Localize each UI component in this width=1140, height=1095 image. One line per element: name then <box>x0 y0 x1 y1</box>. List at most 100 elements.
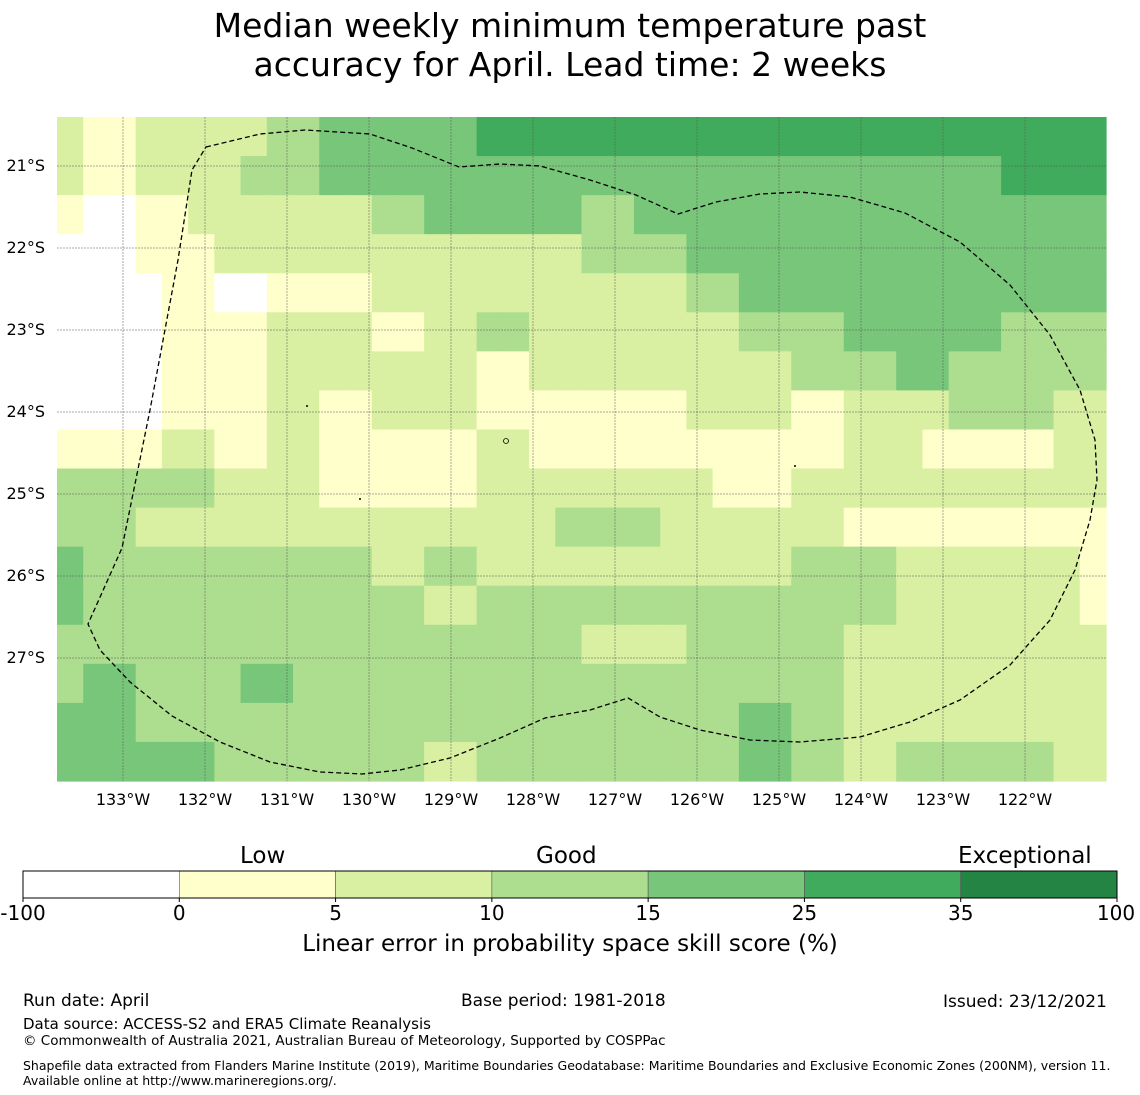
grid-cell <box>293 624 320 665</box>
grid-cell <box>345 390 373 431</box>
grid-cell <box>188 429 215 470</box>
grid-cell <box>817 702 845 743</box>
grid-cell <box>738 312 766 352</box>
grid-cell <box>633 429 661 470</box>
grid-cell <box>266 546 294 587</box>
colorbar-tick-label: 5 <box>329 901 342 925</box>
grid-cell <box>161 663 189 704</box>
grid-cell <box>686 234 714 274</box>
grid-cell <box>397 273 425 313</box>
grid-cell <box>397 390 425 431</box>
grid-cell <box>922 546 950 587</box>
grid-cell <box>817 585 845 626</box>
grid-cell <box>135 468 163 509</box>
grid-cell <box>319 312 347 352</box>
grid-cell <box>633 702 661 743</box>
grid-cell <box>214 507 242 548</box>
grid-cell <box>397 702 425 743</box>
grid-cell <box>555 702 583 743</box>
grid-cell <box>765 117 792 157</box>
grid-cell <box>974 117 1002 157</box>
grid-cell <box>450 585 478 626</box>
grid-cell <box>1079 273 1107 313</box>
grid-cell <box>607 351 635 392</box>
grid-cell <box>57 624 84 665</box>
grid-cell <box>1027 351 1055 392</box>
grid-cell <box>214 273 242 313</box>
grid-cell <box>83 156 111 196</box>
grid-cell <box>502 507 530 548</box>
grid-cell <box>57 273 84 313</box>
grid-cell <box>791 741 819 782</box>
grid-cell <box>476 507 504 548</box>
grid-cell <box>791 429 819 470</box>
grid-cell <box>57 546 84 587</box>
grid-cell <box>345 663 373 704</box>
grid-cell <box>83 741 111 782</box>
grid-cell <box>869 624 897 665</box>
grid-cell <box>240 507 268 548</box>
grid-cell <box>1053 195 1081 235</box>
grid-cell <box>397 585 425 626</box>
grid-cell <box>922 156 950 196</box>
grid-cell <box>948 117 976 157</box>
grid-cell <box>686 507 714 548</box>
grid-cell <box>266 624 294 665</box>
grid-cell <box>188 468 215 509</box>
grid-cell <box>791 585 819 626</box>
grid-cell <box>1079 546 1107 587</box>
grid-cell <box>135 624 163 665</box>
grid-cell <box>974 195 1002 235</box>
grid-cell <box>581 663 609 704</box>
grid-cell <box>555 663 583 704</box>
grid-cell <box>1027 546 1055 587</box>
grid-cell <box>214 663 242 704</box>
grid-cell <box>1027 273 1055 313</box>
grid-cell <box>869 234 897 274</box>
grid-cell <box>1027 234 1055 274</box>
colorbar-segment <box>647 870 805 899</box>
grid-cell <box>791 117 819 157</box>
grid-cell <box>266 507 294 548</box>
grid-cell <box>83 312 111 352</box>
grid-cell <box>57 741 84 782</box>
grid-cell <box>1001 273 1028 313</box>
grid-cell <box>424 546 451 587</box>
grid-cell <box>738 117 766 157</box>
grid-cell <box>896 195 924 235</box>
grid-cell <box>843 468 871 509</box>
grid-cell <box>397 429 425 470</box>
grid-cell <box>476 195 504 235</box>
grid-cell <box>686 390 714 431</box>
grid-cell <box>607 624 635 665</box>
grid-cell <box>1053 585 1081 626</box>
grid-cell <box>476 585 504 626</box>
grid-cell <box>948 390 976 431</box>
grid-cell <box>686 117 714 157</box>
grid-cell <box>633 546 661 587</box>
grid-cell <box>319 624 347 665</box>
longitude-label: 123°W <box>916 790 971 809</box>
grid-cell <box>581 507 609 548</box>
grid-cell <box>424 741 451 782</box>
latitude-label: 25°S <box>6 484 45 503</box>
grid-cell <box>240 585 268 626</box>
grid-cell <box>397 468 425 509</box>
grid-cell <box>83 429 111 470</box>
grid-cell <box>869 546 897 587</box>
grid-cell <box>1001 117 1028 157</box>
grid-cell <box>633 741 661 782</box>
grid-cell <box>633 273 661 313</box>
grid-cell <box>161 195 189 235</box>
grid-cell <box>869 351 897 392</box>
grid-cell <box>1053 156 1081 196</box>
grid-cell <box>424 312 451 352</box>
grid-cell <box>371 702 399 743</box>
grid-cell <box>397 624 425 665</box>
grid-cell <box>948 741 976 782</box>
grid-cell <box>1001 507 1028 548</box>
grid-cell <box>161 273 189 313</box>
latitude-label: 23°S <box>6 320 45 339</box>
grid-cell <box>869 702 897 743</box>
grid-cell <box>869 585 897 626</box>
